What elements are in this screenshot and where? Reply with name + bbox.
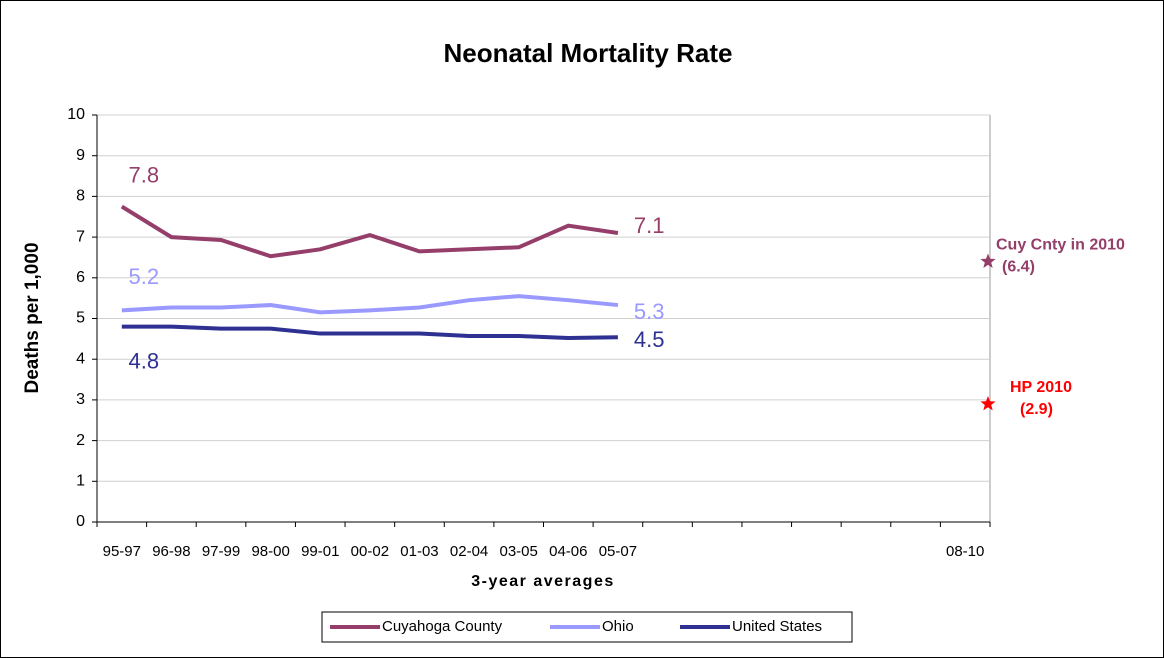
target-label: Cuy Cnty in 2010	[996, 237, 1125, 254]
y-tick-label: 3	[76, 391, 85, 408]
series-line	[121, 294, 619, 315]
y-tick-label: 0	[76, 513, 85, 530]
series-line	[120, 204, 619, 259]
target-value-label: (2.9)	[1020, 401, 1053, 418]
legend-label: Cuyahoga County	[382, 618, 503, 635]
y-axis-title: Deaths per 1,000	[22, 242, 43, 393]
x-tick-label: 05-07	[599, 543, 637, 560]
target-value-label: (6.4)	[1002, 259, 1035, 276]
chart-title: Neonatal Mortality Rate	[444, 38, 733, 68]
legend-label: United States	[732, 618, 822, 635]
x-tick-label: 01-03	[400, 543, 438, 560]
y-tick-label: 9	[76, 147, 85, 164]
target-star	[980, 396, 996, 411]
y-tick-label: 2	[76, 432, 85, 449]
x-tick-label: 98-00	[251, 543, 289, 560]
series-line	[121, 324, 618, 341]
y-tick-label: 7	[76, 228, 85, 245]
x-tick-label: 96-98	[152, 543, 190, 560]
target-label: HP 2010	[1010, 379, 1072, 396]
x-tick-label: 02-04	[450, 543, 488, 560]
x-tick-label: 03-05	[500, 543, 538, 560]
data-label: 5.3	[634, 299, 665, 324]
x-tick-label: 95-97	[103, 543, 141, 560]
y-tick-label: 1	[76, 473, 85, 490]
y-tick-label: 10	[67, 106, 85, 123]
x-tick-label: 97-99	[202, 543, 240, 560]
legend-label: Ohio	[602, 618, 634, 635]
y-tick-label: 8	[76, 188, 85, 205]
x-tick-label: 04-06	[549, 543, 587, 560]
x-tick-label: 08-10	[946, 543, 984, 560]
target-star	[980, 253, 996, 268]
data-label: 7.1	[634, 213, 665, 238]
y-tick-label: 5	[76, 310, 85, 327]
x-axis-title: 3-year averages	[471, 573, 614, 590]
y-tick-label: 4	[76, 350, 85, 367]
data-label: 5.2	[129, 264, 160, 289]
data-label: 4.5	[634, 327, 665, 352]
x-tick-label: 99-01	[301, 543, 339, 560]
data-label: 4.8	[129, 348, 160, 373]
y-tick-label: 6	[76, 269, 85, 286]
x-tick-label: 00-02	[351, 543, 389, 560]
data-label: 7.8	[129, 162, 160, 187]
